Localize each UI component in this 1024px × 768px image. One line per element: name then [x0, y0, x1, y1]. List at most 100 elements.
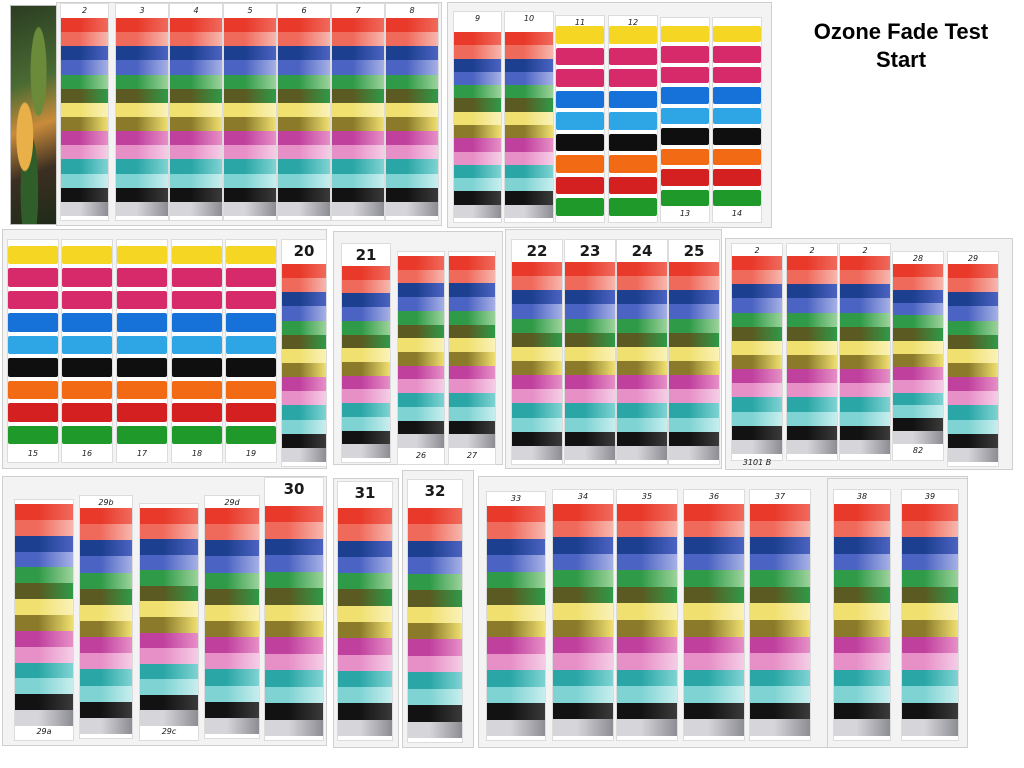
- color-patch-pink: [902, 653, 958, 671]
- marker-swatch: [556, 133, 604, 152]
- color-patch-red: [278, 18, 330, 33]
- color-patch-cyan: [840, 411, 890, 427]
- color-patch-black: [170, 187, 222, 203]
- color-patch-darkyellow: [80, 621, 132, 638]
- color-patch-gray: [386, 201, 438, 217]
- color-patch-olive: [61, 88, 108, 104]
- color-patch-yellow: [669, 346, 719, 362]
- marker-swatch: [172, 358, 222, 377]
- marker-swatch: [661, 26, 709, 43]
- color-patch-lavender: [170, 60, 222, 76]
- marker-swatch: [172, 335, 222, 355]
- color-patch-pinkred: [750, 520, 810, 538]
- color-patch-pinkred: [617, 276, 667, 291]
- color-patch-lavender: [617, 553, 677, 571]
- marker-swatch: [62, 425, 112, 444]
- test-strip: [80, 496, 132, 738]
- color-patch-cyan: [449, 406, 495, 422]
- color-patch-cyan: [553, 686, 613, 704]
- color-patch-navy: [278, 46, 330, 61]
- color-patch-yellow: [750, 603, 810, 621]
- test-strip: [408, 480, 462, 742]
- marker-swatch: [62, 268, 112, 287]
- test-strip: [116, 4, 168, 220]
- color-patch-navy: [408, 540, 462, 558]
- color-patch-darkyellow: [617, 620, 677, 638]
- color-patch-cyan: [893, 405, 943, 419]
- color-patch-magenta: [617, 375, 667, 390]
- color-patch-gray: [265, 719, 323, 737]
- color-patch-black: [398, 420, 444, 435]
- color-patch-olive: [342, 334, 390, 349]
- color-patch-cyan: [750, 686, 810, 704]
- color-patch-pinkred: [408, 524, 462, 542]
- color-patch-teal: [224, 159, 276, 175]
- test-strip: [61, 4, 108, 220]
- color-patch-green: [732, 312, 782, 328]
- color-patch-olive: [512, 332, 562, 348]
- color-patch-magenta: [282, 377, 326, 392]
- color-patch-yellow: [684, 603, 744, 621]
- test-strip: [617, 490, 677, 740]
- marker-swatch: [172, 403, 222, 422]
- title-line-2: Start: [875, 47, 927, 72]
- color-patch-magenta: [834, 636, 890, 654]
- color-patch-navy: [140, 539, 198, 556]
- color-patch-red: [617, 262, 667, 277]
- test-strip: [265, 478, 323, 740]
- color-patch-olive: [732, 326, 782, 342]
- color-patch-magenta: [398, 365, 444, 380]
- color-patch-black: [840, 425, 890, 441]
- color-patch-teal: [565, 403, 615, 419]
- color-patch-black: [408, 705, 462, 723]
- color-patch-pinkred: [265, 522, 323, 540]
- marker-swatch: [117, 313, 167, 332]
- color-patch-gray: [342, 444, 390, 459]
- color-patch-pink: [750, 653, 810, 671]
- color-patch-red: [487, 506, 545, 523]
- color-patch-gray: [669, 445, 719, 461]
- color-patch-red: [902, 504, 958, 522]
- test-strip: [609, 16, 657, 222]
- color-patch-olive: [505, 98, 553, 113]
- marker-swatch: [556, 198, 604, 216]
- color-patch-red: [565, 262, 615, 277]
- marker-swatch: [713, 107, 761, 125]
- color-patch-yellow: [140, 601, 198, 618]
- marker-swatch: [8, 403, 58, 422]
- color-patch-magenta: [840, 369, 890, 384]
- color-patch-pinkred: [80, 524, 132, 541]
- test-strip: [556, 16, 604, 222]
- marker-swatch: [556, 90, 604, 109]
- color-patch-olive: [205, 588, 259, 606]
- color-patch-olive: [170, 88, 222, 104]
- color-patch-pink: [617, 389, 667, 404]
- marker-swatch: [556, 47, 604, 66]
- color-patch-navy: [342, 293, 390, 308]
- color-patch-pink: [454, 151, 501, 166]
- color-patch-olive: [116, 88, 168, 104]
- color-patch-black: [750, 702, 810, 720]
- color-patch-magenta: [61, 131, 108, 146]
- color-patch-pink: [553, 653, 613, 671]
- color-patch-yellow: [454, 111, 501, 126]
- color-patch-pinkred: [278, 32, 330, 47]
- color-patch-navy: [449, 283, 495, 298]
- test-strip: [342, 244, 390, 462]
- test-strip: [117, 240, 167, 462]
- color-patch-pink: [948, 391, 998, 406]
- color-patch-cyan: [205, 685, 259, 703]
- color-patch-olive: [224, 88, 276, 104]
- marker-swatch: [556, 155, 604, 173]
- marker-swatch: [117, 268, 167, 287]
- color-patch-darkyellow: [840, 355, 890, 370]
- marker-swatch: [8, 335, 58, 355]
- color-patch-pink: [449, 379, 495, 394]
- color-patch-gray: [948, 447, 998, 463]
- marker-swatch: [172, 425, 222, 444]
- color-patch-lavender: [265, 555, 323, 573]
- color-patch-yellow: [834, 603, 890, 621]
- color-patch-cyan: [342, 416, 390, 432]
- marker-swatch: [117, 403, 167, 422]
- color-patch-green: [278, 74, 330, 90]
